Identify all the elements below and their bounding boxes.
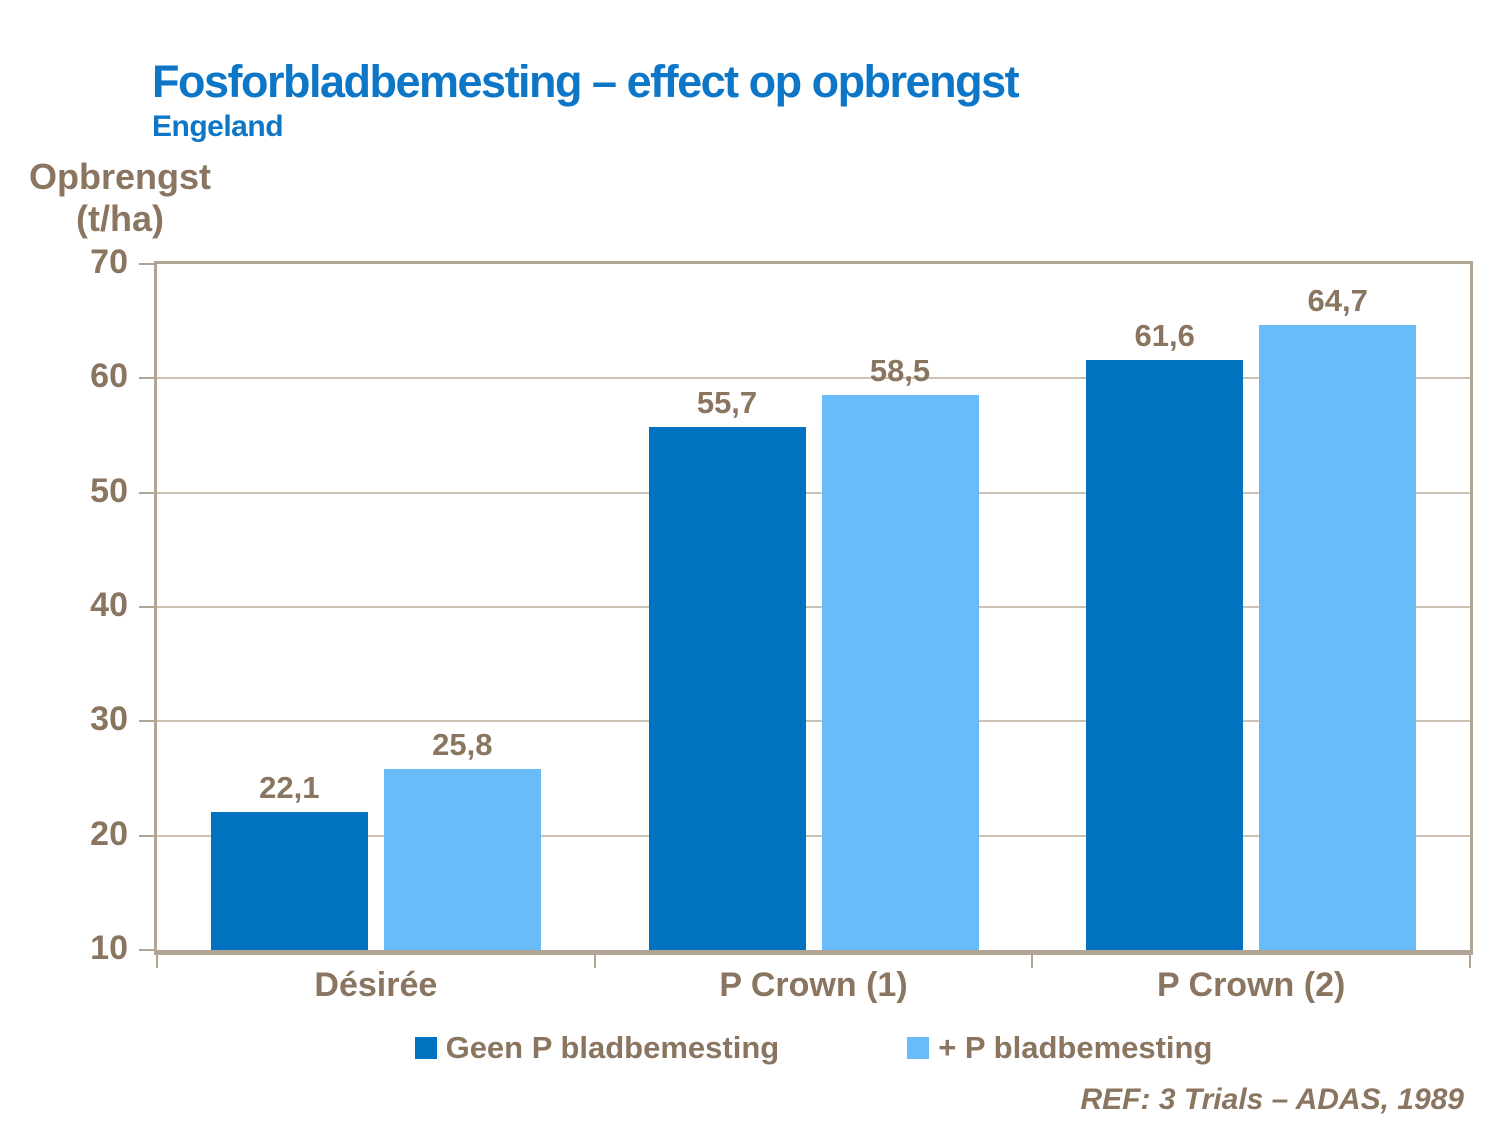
bar-value-label: 55,7 (696, 385, 758, 421)
gridline (157, 606, 1470, 608)
y-tick-label: 30 (90, 700, 128, 739)
x-axis-tick (1031, 955, 1034, 968)
gridline (157, 491, 1470, 494)
y-tick-label: 20 (90, 814, 128, 853)
gridline (157, 834, 1470, 837)
y-tick-label: 70 (90, 243, 128, 281)
bar (1259, 324, 1417, 950)
legend-swatch (414, 1037, 437, 1059)
y-tick-label: 40 (90, 586, 128, 624)
y-axis-tick (139, 834, 155, 837)
category-label: P Crown (2) (1157, 966, 1346, 1004)
y-axis-tick (139, 377, 155, 380)
y-axis-tick (139, 606, 155, 608)
plot-area (154, 261, 1473, 955)
gridline (157, 720, 1470, 723)
legend-item: + P bladbemesting (907, 1030, 1212, 1066)
chart-title: Fosforbladbemesting – effect op opbrengs… (152, 56, 1020, 107)
y-tick-label: 50 (90, 471, 128, 510)
bar-value-label: 22,1 (259, 769, 320, 805)
y-axis-label-line2: (t/ha) (76, 198, 164, 240)
legend-swatch (907, 1037, 930, 1059)
y-tick-label: 60 (90, 357, 128, 396)
y-tick-label: 10 (90, 929, 128, 967)
bar-value-label: 61,6 (1134, 318, 1195, 354)
bar-value-label: 58,5 (869, 353, 931, 389)
bar-value-label: 25,8 (432, 727, 493, 763)
gridline (157, 377, 1470, 380)
bar (1086, 360, 1244, 950)
legend-label: Geen P bladbemesting (445, 1030, 780, 1065)
bar (648, 427, 806, 950)
bar-value-label: 64,7 (1307, 282, 1368, 318)
y-axis-tick (139, 263, 155, 265)
chart-subtitle: Engeland (152, 110, 284, 143)
legend-item: Geen P bladbemesting (414, 1030, 780, 1066)
x-axis-tick (156, 955, 158, 968)
y-axis-label: Opbrengst (t/ha) (16, 156, 224, 241)
y-axis-tick (139, 491, 155, 494)
category-label: P Crown (1) (719, 966, 908, 1004)
x-axis-tick (1469, 955, 1471, 968)
category-label: Désirée (314, 966, 438, 1004)
legend-label: + P bladbemesting (938, 1030, 1213, 1065)
reference-footer: REF: 3 Trials – ADAS, 1989 (1080, 1083, 1465, 1116)
bar (821, 395, 979, 950)
bar (210, 811, 368, 950)
bar (383, 769, 541, 950)
x-axis-tick (593, 955, 596, 968)
y-axis-tick (139, 720, 155, 723)
legend: Geen P bladbemesting + P bladbemesting (157, 1030, 1470, 1066)
y-axis-label-line1: Opbrengst (28, 156, 211, 197)
y-axis-tick (139, 949, 155, 951)
